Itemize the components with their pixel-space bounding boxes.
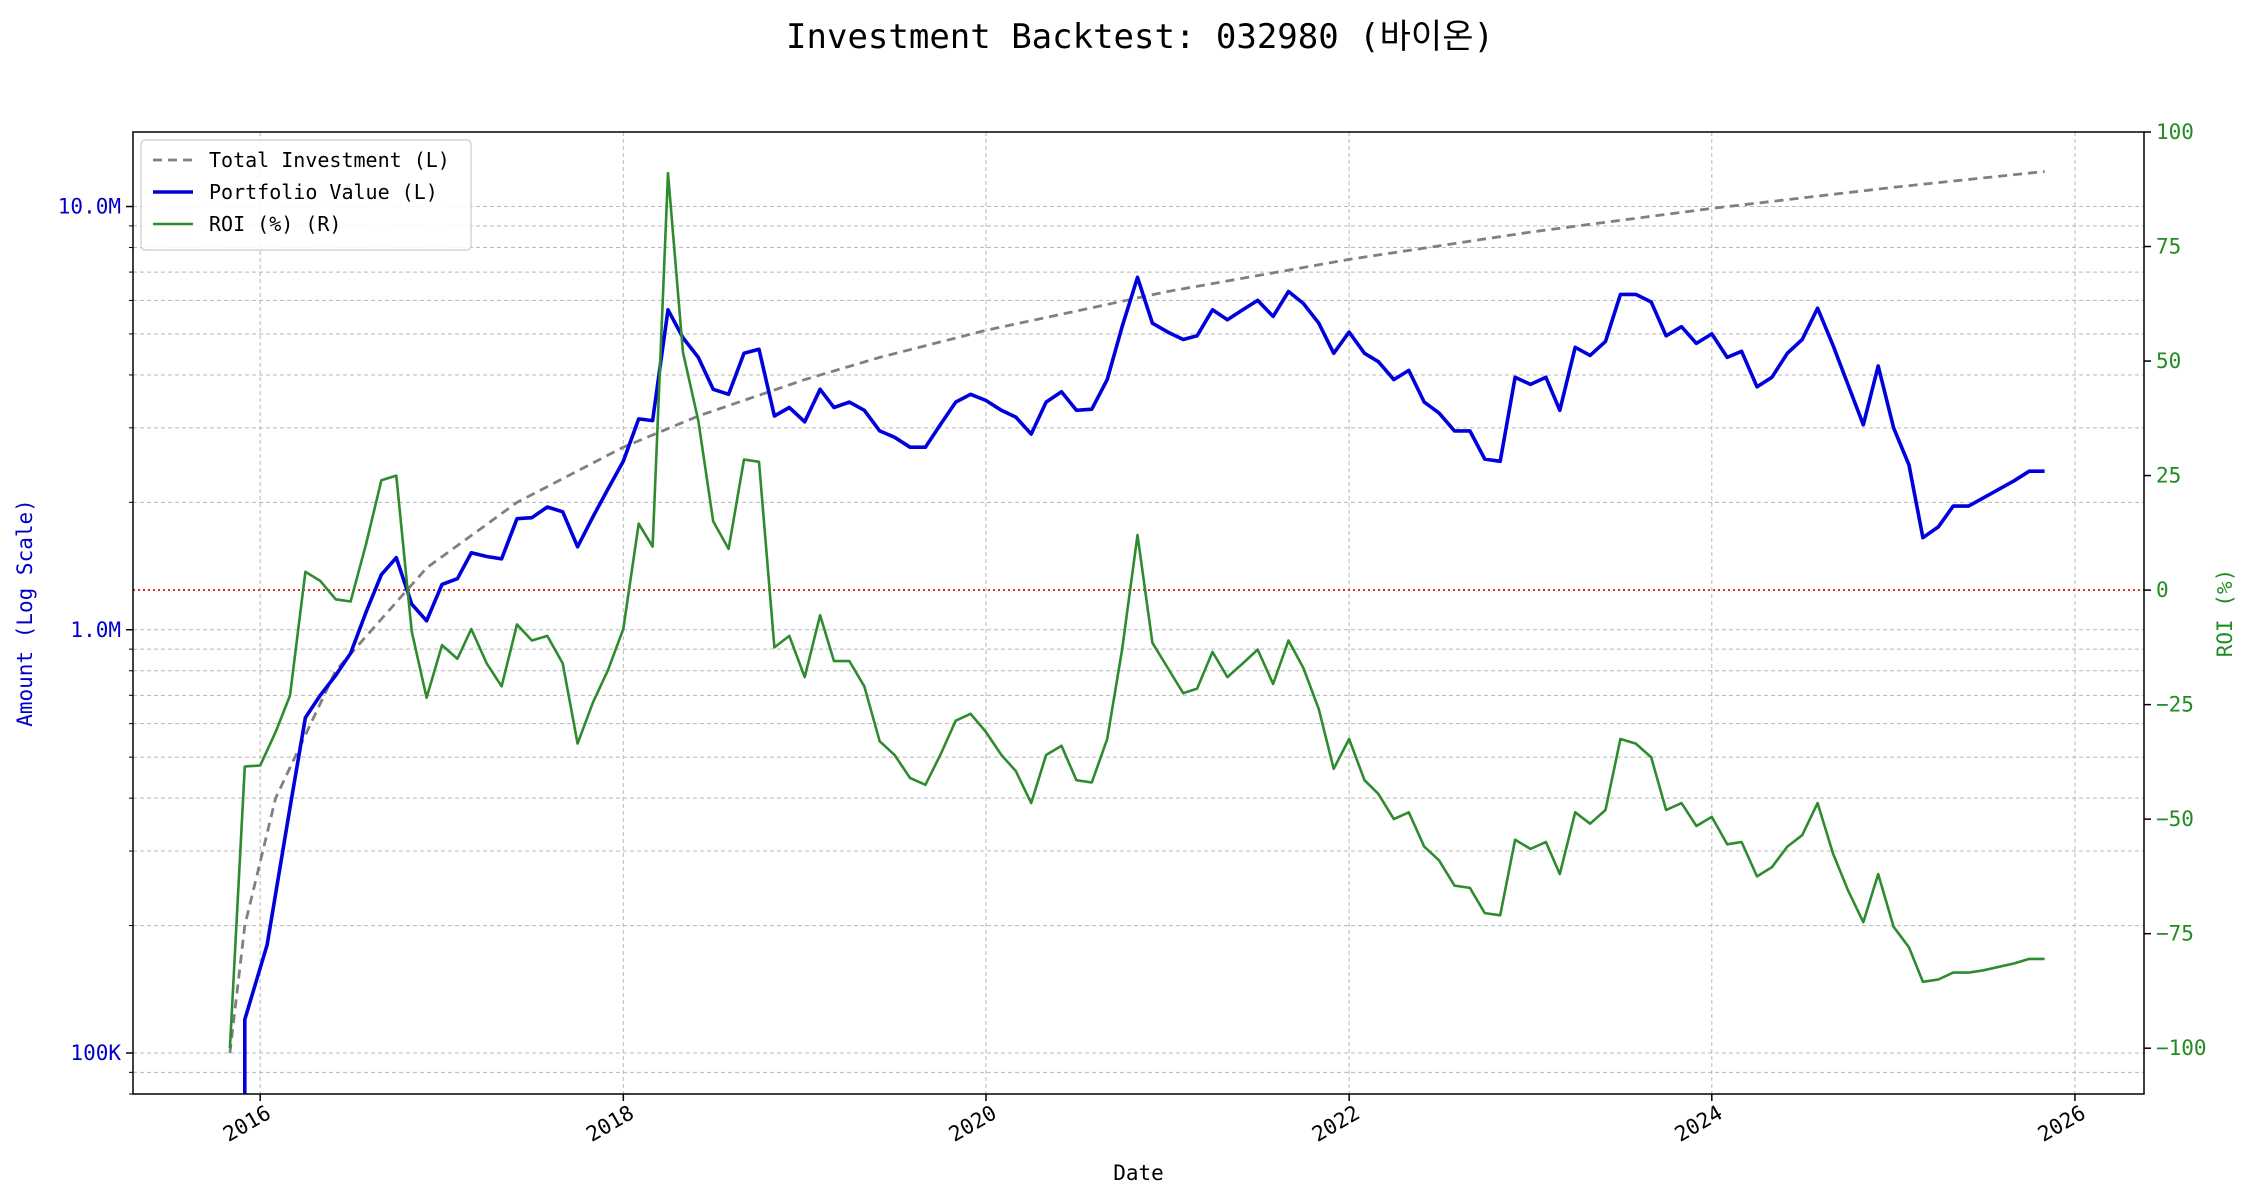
left-y-tick-label: 10.0M <box>58 195 121 219</box>
plot-frame <box>132 131 2145 1095</box>
total-investment-line <box>228 170 2045 1054</box>
portfolio-value-line <box>243 275 2045 1094</box>
right-y-axis: −100 −75 −50 −25 0 25 50 75 100 <box>2144 120 2207 1060</box>
right-y-tick-label: −25 <box>2156 693 2194 717</box>
right-y-tick-label: 50 <box>2156 349 2181 373</box>
x-tick-label: 2022 <box>1308 1101 1364 1147</box>
x-tick-label: 2018 <box>582 1101 638 1147</box>
x-tick-label: 2024 <box>1671 1101 1727 1147</box>
chart-title: Investment Backtest: 032980 (바이온) <box>786 17 1494 57</box>
right-y-tick-label: −75 <box>2156 922 2194 946</box>
right-y-tick-label: −100 <box>2156 1036 2207 1060</box>
legend-box <box>140 139 472 251</box>
x-axis-label: Date <box>1113 1161 1164 1185</box>
right-y-tick-label: −50 <box>2156 807 2194 831</box>
right-y-tick-label: 100 <box>2156 120 2194 144</box>
legend-entry-total-investment: Total Investment (L) <box>209 148 450 172</box>
right-y-tick-label: 75 <box>2156 235 2181 259</box>
x-tick-label: 2016 <box>219 1101 275 1147</box>
legend-entry-portfolio-value: Portfolio Value (L) <box>209 180 438 204</box>
legend: Total Investment (L) Portfolio Value (L)… <box>140 139 472 251</box>
left-y-axis: 100K 1.0M 10.0M <box>58 195 133 1095</box>
left-y-tick-label: 100K <box>70 1041 121 1065</box>
legend-entry-roi: ROI (%) (R) <box>209 212 341 236</box>
x-tick-label: 2026 <box>2034 1101 2090 1147</box>
left-y-tick-label: 1.0M <box>70 618 121 642</box>
x-tick-label: 2020 <box>945 1101 1001 1147</box>
right-y-axis-label: ROI (%) <box>2213 569 2237 658</box>
right-y-tick-label: 0 <box>2156 578 2169 602</box>
series-layer <box>228 170 2045 1094</box>
x-axis: 2016 2018 2020 2022 2024 2026 <box>219 1094 2090 1147</box>
roi-line <box>228 171 2045 1049</box>
right-y-tick-label: 25 <box>2156 464 2181 488</box>
left-y-axis-label: Amount (Log Scale) <box>13 499 37 727</box>
